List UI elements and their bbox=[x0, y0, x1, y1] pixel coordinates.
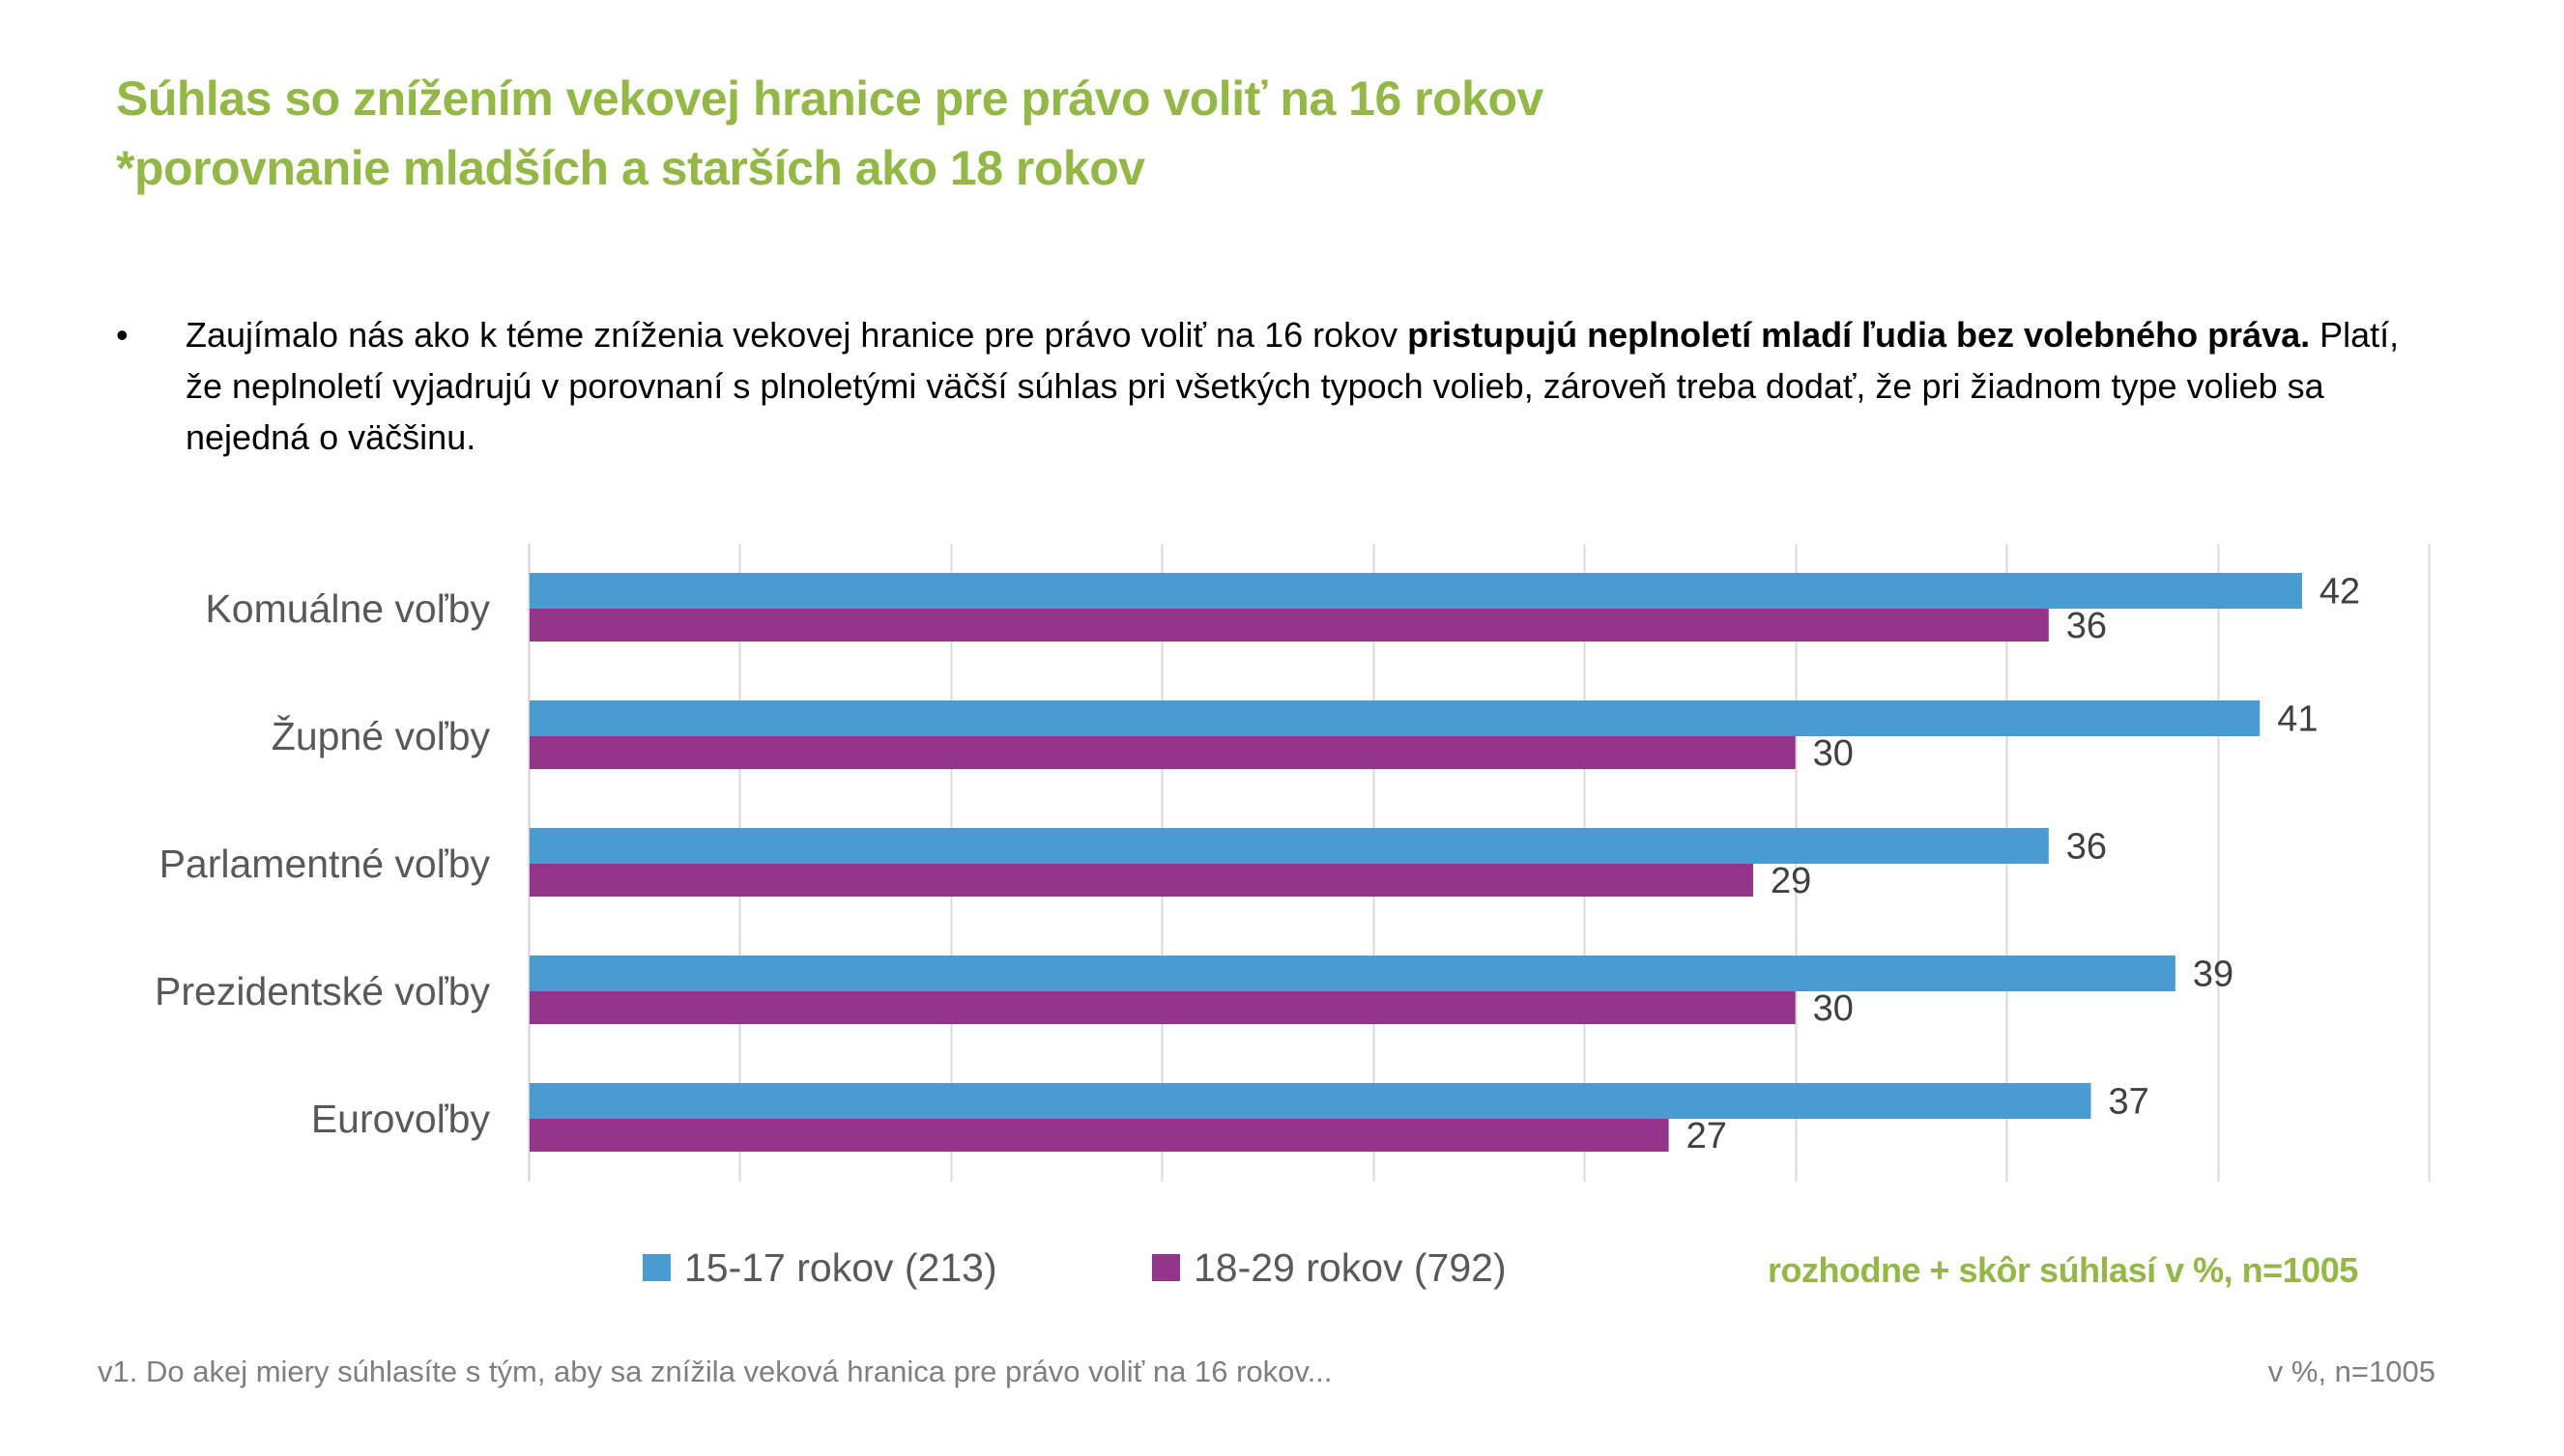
bar-15-17 bbox=[530, 828, 2049, 864]
bars bbox=[530, 573, 2302, 1152]
data-label: 30 bbox=[1813, 733, 1854, 774]
bullet-text-end: Platí, že neplnoletí vyjadrujú v porovna… bbox=[186, 315, 2400, 457]
bar-18-29 bbox=[530, 991, 1796, 1024]
data-label: 39 bbox=[2193, 955, 2233, 995]
chart-note: rozhodne + skôr súhlasí v %, n=1005 bbox=[1768, 1250, 2358, 1290]
data-label: 42 bbox=[2319, 572, 2360, 613]
bar-18-29 bbox=[530, 609, 2049, 642]
bullet-text: Zaujímalo nás ako k téme zníženia vekove… bbox=[186, 309, 2408, 463]
category-label: Parlamentné voľby bbox=[159, 842, 491, 886]
bar-15-17 bbox=[530, 700, 2261, 736]
footer-sample: v %, n=1005 bbox=[2267, 1355, 2435, 1388]
legend-label: 15-17 rokov (213) bbox=[684, 1244, 997, 1290]
chart-legend: 15-17 rokov (213) 18-29 rokov (792) bbox=[0, 1244, 2564, 1295]
category-label: Župné voľby bbox=[272, 714, 491, 758]
data-label: 37 bbox=[2108, 1082, 2148, 1123]
legend-label: 18-29 rokov (792) bbox=[1194, 1244, 1507, 1290]
title-line-2: *porovnanie mladších a starších ako 18 r… bbox=[116, 141, 1145, 195]
category-label: Komuálne voľby bbox=[205, 586, 490, 631]
bar-18-29 bbox=[530, 1119, 1669, 1152]
bar-15-17 bbox=[530, 573, 2302, 609]
bullet-text-start: Zaujímalo nás ako k téme zníženia vekove… bbox=[186, 315, 1408, 355]
category-labels: Komuálne voľby Župné voľby Parlamentné voľ… bbox=[155, 586, 490, 1141]
legend-swatch-blue-icon bbox=[643, 1254, 671, 1281]
data-label: 27 bbox=[1686, 1116, 1727, 1156]
bar-18-29 bbox=[530, 736, 1796, 769]
bullet-icon: • bbox=[116, 315, 129, 355]
slide-title: Súhlas so znížením vekovej hranice pre p… bbox=[116, 64, 2435, 203]
bar-15-17 bbox=[530, 956, 2175, 991]
data-label: 29 bbox=[1771, 861, 1811, 901]
category-label: Eurovoľby bbox=[311, 1097, 491, 1141]
legend-swatch-purple-icon bbox=[1152, 1254, 1180, 1281]
category-label: Prezidentské voľby bbox=[155, 969, 490, 1013]
data-label: 36 bbox=[2066, 606, 2107, 646]
bullet-text-bold: pristupujú neplnoletí mladí ľudia bez vo… bbox=[1407, 315, 2311, 355]
data-label: 36 bbox=[2066, 827, 2107, 868]
title-line-1: Súhlas so znížením vekovej hranice pre p… bbox=[116, 71, 1543, 126]
data-label: 30 bbox=[1813, 988, 1854, 1029]
bar-18-29 bbox=[530, 864, 1753, 897]
bar-15-17 bbox=[530, 1083, 2091, 1119]
footer-question: v1. Do akej miery súhlasíte s tým, aby s… bbox=[98, 1355, 1333, 1388]
legend-item-18-29: 18-29 rokov (792) bbox=[1152, 1244, 1507, 1290]
legend-item-15-17: 15-17 rokov (213) bbox=[643, 1244, 997, 1290]
data-label: 41 bbox=[2277, 699, 2318, 740]
value-labels: 42 36 41 30 36 29 39 30 37 27 bbox=[1686, 572, 2361, 1157]
